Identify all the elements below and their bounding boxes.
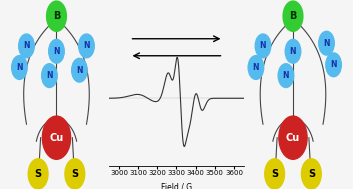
Text: N: N — [330, 60, 337, 69]
Text: N: N — [283, 71, 289, 80]
Text: S: S — [35, 169, 42, 179]
Circle shape — [278, 64, 294, 88]
Text: N: N — [53, 47, 60, 56]
Circle shape — [285, 40, 301, 63]
Circle shape — [42, 64, 57, 88]
Circle shape — [72, 58, 87, 82]
Circle shape — [248, 56, 264, 79]
Circle shape — [12, 56, 27, 79]
Text: B: B — [53, 11, 60, 21]
Circle shape — [79, 34, 94, 58]
Circle shape — [283, 1, 303, 31]
Text: S: S — [271, 169, 278, 179]
Text: S: S — [71, 169, 78, 179]
Text: N: N — [23, 41, 30, 50]
Circle shape — [28, 159, 48, 189]
Text: N: N — [83, 41, 90, 50]
Circle shape — [255, 34, 271, 58]
Circle shape — [65, 159, 85, 189]
Text: B: B — [289, 11, 297, 21]
Circle shape — [279, 116, 307, 159]
Text: N: N — [46, 71, 53, 80]
Text: S: S — [308, 169, 315, 179]
Text: N: N — [253, 63, 259, 72]
Text: N: N — [260, 41, 266, 50]
Circle shape — [319, 31, 334, 55]
Circle shape — [265, 159, 285, 189]
Circle shape — [42, 116, 71, 159]
Text: Cu: Cu — [286, 133, 300, 143]
Circle shape — [47, 1, 66, 31]
Text: N: N — [76, 66, 83, 75]
Text: N: N — [290, 47, 296, 56]
Circle shape — [49, 40, 64, 63]
Circle shape — [301, 159, 321, 189]
Circle shape — [19, 34, 34, 58]
Text: N: N — [16, 63, 23, 72]
Text: N: N — [323, 39, 330, 48]
Text: Cu: Cu — [49, 133, 64, 143]
X-axis label: Field / G: Field / G — [161, 182, 192, 189]
Circle shape — [326, 53, 341, 77]
